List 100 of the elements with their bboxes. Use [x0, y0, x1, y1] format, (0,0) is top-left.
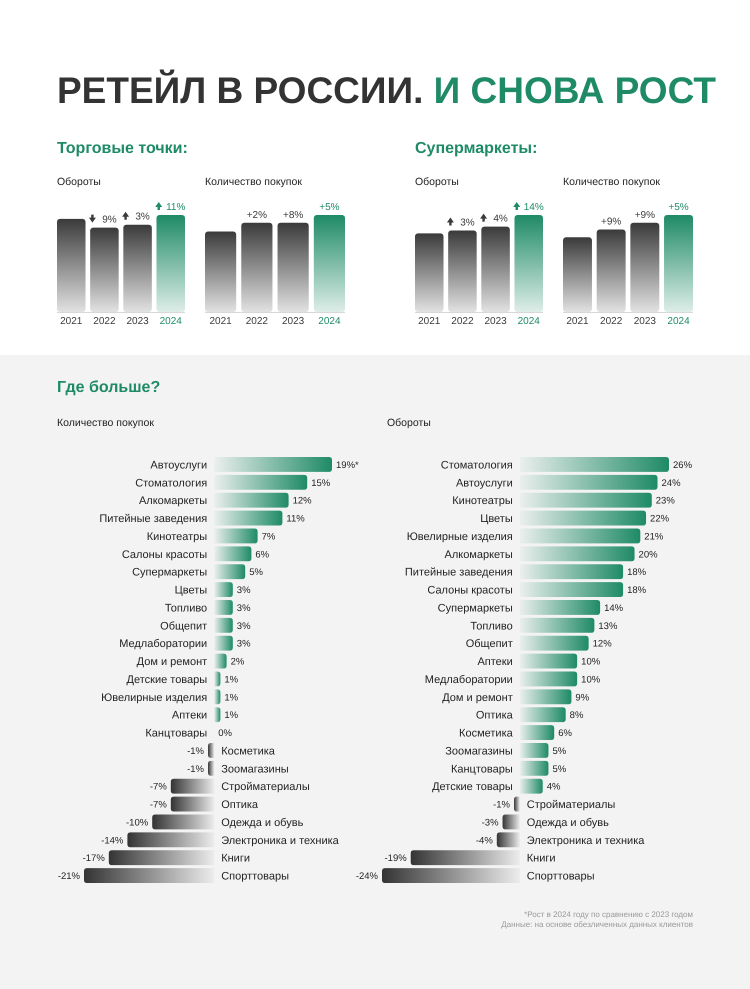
bar — [520, 618, 594, 633]
y-tick-label: Косметика — [459, 728, 514, 740]
y-tick-label: Салоны красоты — [427, 584, 513, 597]
bar — [214, 457, 332, 472]
y-tick-label: Алкомаркеты — [444, 548, 513, 561]
data-label: 5% — [552, 746, 567, 757]
data-label: 1% — [224, 710, 239, 722]
bar — [520, 546, 635, 562]
y-tick-label: Супермаркеты — [132, 566, 208, 579]
x-tick-label: 2021 — [566, 316, 590, 327]
data-label: -1% — [187, 764, 205, 775]
data-label: 20% — [638, 549, 658, 560]
bar — [520, 778, 543, 794]
bar — [214, 564, 246, 580]
data-label: -10% — [126, 817, 149, 828]
bar — [448, 230, 477, 312]
bar — [520, 510, 646, 526]
bar — [596, 230, 626, 312]
y-tick-label: Канцтовары — [450, 763, 513, 776]
bar — [57, 218, 86, 312]
annotation: +9% — [634, 210, 656, 221]
data-label: 13% — [598, 620, 618, 632]
y-tick-label: Аптеки — [172, 710, 208, 722]
y-tick-label: Общепит — [466, 638, 513, 650]
y-tick-label: Дом и ремонт — [136, 656, 208, 668]
data-label: 1% — [224, 692, 239, 704]
text: +5% — [668, 202, 689, 213]
bar — [496, 832, 520, 848]
chart-subtitle: Где больше? — [57, 379, 160, 396]
bar — [214, 636, 233, 651]
data-label: 5% — [552, 764, 567, 775]
bar — [208, 743, 214, 758]
data-label: -19% — [384, 853, 408, 864]
data-label: -7% — [150, 800, 168, 811]
data-label: 12% — [292, 496, 312, 507]
y-tick-label: Одежда и обувь — [526, 816, 610, 829]
y-tick-label: Электроника и техника — [221, 834, 340, 847]
bar — [152, 814, 214, 830]
bar — [514, 796, 520, 812]
data-label: -14% — [101, 835, 124, 846]
chart-title: Количество покупок — [205, 176, 302, 188]
bar — [520, 564, 624, 580]
x-tick-label: 2022 — [451, 316, 474, 327]
chart-title: Количество покупок — [57, 417, 154, 429]
bar — [520, 707, 566, 722]
y-tick-label: Детские товары — [432, 781, 513, 794]
bar — [214, 492, 289, 508]
bar — [108, 850, 214, 866]
annotation: 9% — [102, 214, 117, 226]
chart-title: Обороты — [57, 176, 101, 188]
x-tick-label: 2023 — [126, 316, 150, 327]
bar — [520, 474, 658, 490]
bar — [520, 743, 548, 758]
y-tick-label: Оптика — [476, 710, 514, 722]
bar — [563, 237, 592, 312]
bar — [514, 215, 543, 312]
annotation: +8% — [282, 210, 304, 221]
y-tick-label: Стройматериалы — [526, 799, 616, 812]
y-tick-label: Цветы — [174, 584, 208, 597]
y-tick-label: Канцтовары — [145, 728, 208, 740]
bar — [520, 600, 600, 615]
chart-subtitle: Супермаркеты: — [415, 140, 538, 157]
y-tick-label: Автоуслуги — [150, 459, 208, 472]
y-tick-label: Оптика — [221, 799, 259, 812]
bar — [214, 510, 282, 526]
data-label: -1% — [187, 746, 205, 757]
data-label: 21% — [644, 531, 664, 542]
x-tick-label: 2024 — [667, 316, 690, 327]
y-tick-label: Медлаборатории — [424, 674, 513, 686]
y-tick-label: Детские товары — [126, 674, 208, 686]
bar — [520, 689, 572, 704]
data-label: 5% — [249, 567, 264, 578]
bar — [520, 725, 554, 740]
y-tick-label: Стройматериалы — [221, 781, 310, 794]
y-tick-label: Ювелирные изделия — [406, 530, 513, 543]
data-label: 26% — [673, 460, 693, 471]
bar — [214, 474, 308, 490]
y-tick-label: Кинотеатры — [146, 530, 208, 543]
bar — [214, 546, 252, 562]
bar — [520, 528, 640, 544]
bar — [664, 215, 693, 312]
text: 14% — [524, 202, 544, 213]
y-tick-label: Салоны красоты — [122, 548, 208, 561]
text: *Рост в 2024 году по сравнению с 2023 годом — [524, 910, 693, 919]
bar — [84, 868, 214, 883]
text: 11% — [166, 202, 186, 213]
x-tick-label: 2021 — [418, 316, 441, 327]
data-label: 2% — [230, 656, 245, 668]
bar — [502, 814, 520, 830]
y-tick-label: Общепит — [160, 620, 208, 632]
data-label: 18% — [627, 585, 647, 596]
bar — [214, 582, 233, 597]
bar — [520, 582, 624, 597]
y-tick-label: Дом и ремонт — [442, 692, 513, 704]
y-tick-label: Питейные заведения — [99, 513, 208, 526]
data-label: 3% — [236, 620, 252, 632]
data-label: 0% — [218, 728, 232, 740]
bar — [123, 224, 152, 312]
bar — [415, 233, 444, 312]
annotation: 4% — [493, 214, 508, 225]
